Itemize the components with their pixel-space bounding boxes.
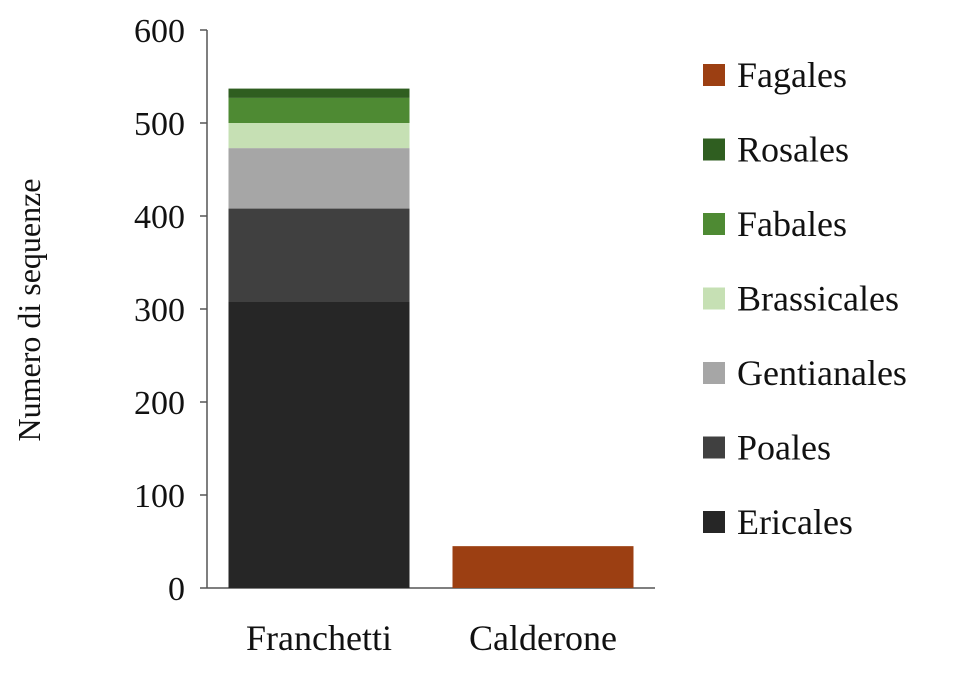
y-axis-label-group: Numero di sequenze <box>11 178 47 441</box>
legend-swatch-rosales <box>703 139 725 161</box>
legend-label-brassicales: Brassicales <box>737 279 899 319</box>
y-tick-label: 0 <box>168 571 185 608</box>
y-axis-label: Numero di sequenze <box>11 178 47 441</box>
y-tick-label: 200 <box>134 385 185 422</box>
y-tick-label: 600 <box>134 13 185 50</box>
y-ticks: 0 100 200 300 400 500 600 <box>134 13 207 608</box>
bar-segment-fabales <box>229 98 410 123</box>
legend-swatch-fagales <box>703 64 725 86</box>
legend-swatch-fabales <box>703 213 725 235</box>
bar-segment-rosales <box>229 89 410 98</box>
bar-segment-gentianales <box>229 148 410 208</box>
legend-label-rosales: Rosales <box>737 130 849 170</box>
x-tick-label: Franchetti <box>246 618 392 658</box>
y-tick-label: 400 <box>134 199 185 236</box>
bar-segment-poales <box>229 209 410 302</box>
legend-label-fagales: Fagales <box>737 55 847 95</box>
y-tick-label: 500 <box>134 106 185 143</box>
legend-label-poales: Poales <box>737 428 831 468</box>
bar-segment-brassicales <box>229 123 410 148</box>
legend-swatch-gentianales <box>703 362 725 384</box>
legend-swatch-poales <box>703 437 725 459</box>
legend-label-gentianales: Gentianales <box>737 353 907 393</box>
bars <box>229 89 634 588</box>
x-tick-label: Calderone <box>469 618 617 658</box>
legend-label-ericales: Ericales <box>737 502 853 542</box>
legend-swatch-ericales <box>703 511 725 533</box>
bar-segment-fagales <box>453 546 634 588</box>
legend: Fagales Rosales Fabales Brassicales Gentiana… <box>703 55 907 542</box>
x-tick-labels: Franchetti Calderone <box>246 618 617 658</box>
legend-label-fabales: Fabales <box>737 204 847 244</box>
y-tick-label: 100 <box>134 478 185 515</box>
y-tick-label: 300 <box>134 292 185 329</box>
legend-swatch-brassicales <box>703 288 725 310</box>
bar-segment-ericales <box>229 302 410 588</box>
